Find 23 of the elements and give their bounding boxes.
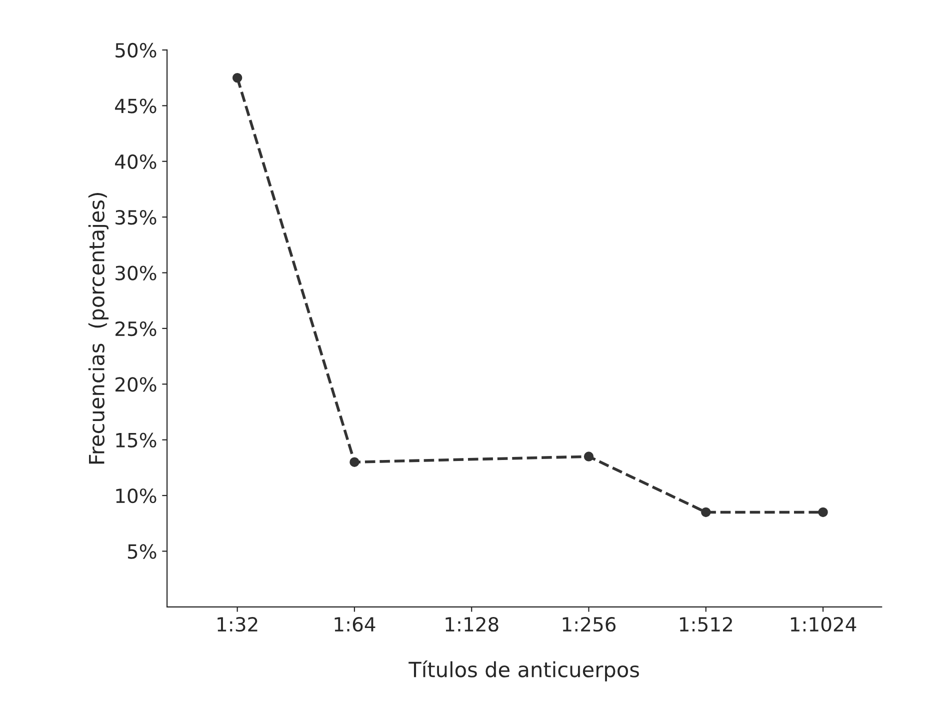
y-tick-label: 25%: [116, 321, 156, 336]
y-tick-label: 40%: [115, 154, 156, 170]
point: [818, 507, 828, 518]
y-tick-label: 15%: [116, 432, 156, 448]
y-tick-label: 35%: [116, 210, 156, 225]
point: [701, 507, 711, 518]
x-tick-label: 1:32: [218, 616, 258, 632]
y-tick-label: 45%: [115, 98, 156, 114]
point: [584, 452, 594, 462]
y-tick-label: 10%: [116, 488, 156, 504]
x-tick-label: 1:128: [446, 616, 498, 632]
y-tick-label: 50%: [116, 42, 156, 58]
x-tick-label: 1:64: [334, 616, 376, 632]
x-tick-label: 1:256: [562, 616, 616, 632]
x-tick-label: 1:1024: [790, 616, 856, 632]
y-tick-label: 5%: [128, 544, 156, 559]
x-axis-title: Títulos de anticuerpos: [408, 660, 639, 682]
y-tick-label: 20%: [116, 377, 156, 392]
point: [350, 457, 360, 467]
x-tick-label: 1:512: [680, 616, 732, 632]
y-axis-title: Frecuencias (porcentajes): [88, 193, 109, 464]
point: [232, 72, 242, 83]
y-tick-label: 30%: [116, 266, 156, 280]
